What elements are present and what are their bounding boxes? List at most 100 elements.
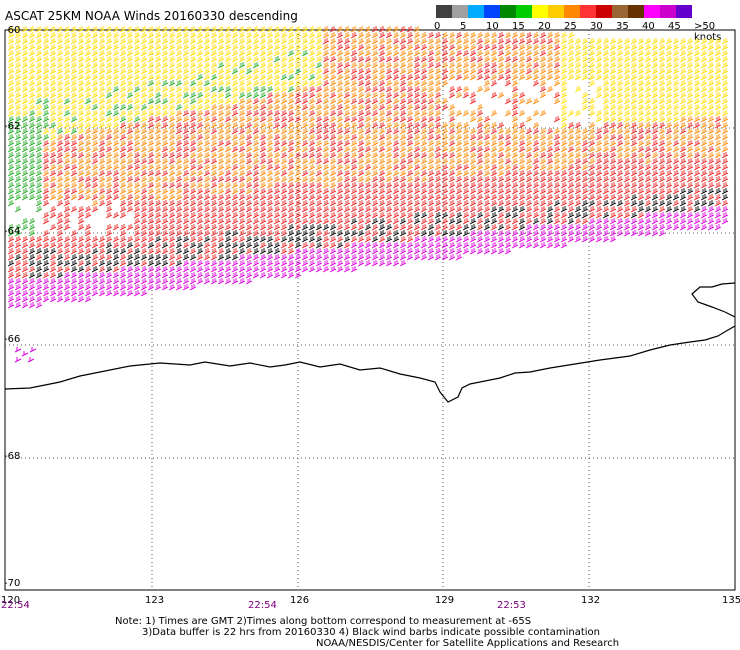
wind-barb xyxy=(140,128,148,135)
wind-barb xyxy=(294,140,302,147)
wind-barb xyxy=(84,128,92,135)
legend-swatch xyxy=(596,5,612,18)
wind-barb xyxy=(91,278,99,285)
wind-barb xyxy=(259,56,267,63)
wind-barb xyxy=(497,122,505,129)
wind-barb xyxy=(371,62,379,69)
wind-barb xyxy=(651,230,659,237)
wind-barb xyxy=(203,146,211,153)
wind-barb xyxy=(147,236,155,243)
wind-barb xyxy=(413,200,421,207)
wind-barb xyxy=(301,56,309,63)
wind-barb xyxy=(98,272,106,279)
wind-barb xyxy=(483,242,491,249)
wind-barb xyxy=(413,224,421,231)
legend-swatch xyxy=(612,5,628,18)
wind-barb xyxy=(63,194,71,201)
wind-barb xyxy=(581,98,589,105)
wind-barb xyxy=(49,248,57,255)
wind-barb xyxy=(322,182,330,189)
wind-barb xyxy=(707,224,715,231)
wind-barb xyxy=(700,200,708,207)
wind-barb xyxy=(651,44,659,51)
wind-barb xyxy=(14,278,22,285)
wind-barb xyxy=(420,212,428,219)
wind-barb xyxy=(714,200,722,207)
wind-barb xyxy=(462,44,470,51)
wind-barb xyxy=(455,86,463,93)
wind-barb xyxy=(238,266,246,273)
wind-barb xyxy=(588,218,596,225)
wind-barb xyxy=(42,26,50,33)
wind-barb xyxy=(441,236,449,243)
wind-barb xyxy=(665,188,673,195)
wind-barb xyxy=(567,146,575,153)
wind-barb xyxy=(315,122,323,129)
wind-barb xyxy=(203,152,211,159)
wind-barb xyxy=(112,176,120,183)
wind-barb xyxy=(301,266,309,273)
wind-barb xyxy=(231,158,239,165)
wind-barb xyxy=(147,230,155,237)
wind-barb xyxy=(35,164,43,171)
wind-barb xyxy=(637,104,645,111)
wind-barb xyxy=(35,188,43,195)
wind-barb xyxy=(329,260,337,267)
wind-barb xyxy=(77,32,85,39)
wind-barb xyxy=(294,92,302,99)
wind-barb xyxy=(714,170,722,177)
wind-barb xyxy=(280,158,288,165)
wind-barb xyxy=(98,116,106,123)
wind-barb xyxy=(721,86,729,93)
wind-barb xyxy=(707,68,715,75)
wind-barb xyxy=(56,68,64,75)
wind-barb xyxy=(210,266,218,273)
wind-barb xyxy=(147,32,155,39)
wind-barb xyxy=(231,188,239,195)
wind-barb xyxy=(406,254,414,261)
wind-barb xyxy=(630,50,638,57)
wind-barb xyxy=(385,206,393,213)
wind-barb xyxy=(252,164,260,171)
wind-barb xyxy=(455,176,463,183)
wind-barb xyxy=(588,56,596,63)
wind-barb xyxy=(322,170,330,177)
wind-barb xyxy=(301,32,309,39)
wind-barb xyxy=(644,176,652,183)
wind-barb xyxy=(357,236,365,243)
wind-barb xyxy=(280,254,288,261)
wind-barb xyxy=(14,290,22,297)
wind-barb xyxy=(455,218,463,225)
wind-barb xyxy=(56,140,64,147)
wind-barb xyxy=(35,152,43,159)
wind-barb xyxy=(644,170,652,177)
wind-barb xyxy=(448,254,456,261)
wind-barb xyxy=(483,194,491,201)
wind-barb xyxy=(602,158,610,165)
wind-barb xyxy=(343,146,351,153)
wind-barb xyxy=(14,242,22,249)
wind-barb xyxy=(112,68,120,75)
wind-barb xyxy=(441,68,449,75)
wind-barb xyxy=(609,44,617,51)
wind-barb xyxy=(385,62,393,69)
wind-barb xyxy=(161,86,169,93)
wind-barb xyxy=(490,152,498,159)
wind-barb xyxy=(658,218,666,225)
wind-barb xyxy=(679,194,687,201)
wind-barb xyxy=(196,200,204,207)
wind-barb xyxy=(434,110,442,117)
wind-barb xyxy=(161,218,169,225)
wind-barb xyxy=(308,122,316,129)
wind-barb xyxy=(651,116,659,123)
wind-barb xyxy=(245,44,253,51)
wind-barb xyxy=(364,50,372,57)
wind-barb xyxy=(77,176,85,183)
wind-barb xyxy=(224,218,232,225)
wind-barb xyxy=(133,218,141,225)
wind-barb xyxy=(693,158,701,165)
wind-barb xyxy=(427,68,435,75)
wind-barb xyxy=(693,80,701,87)
wind-barb xyxy=(308,218,316,225)
wind-barb xyxy=(266,116,274,123)
